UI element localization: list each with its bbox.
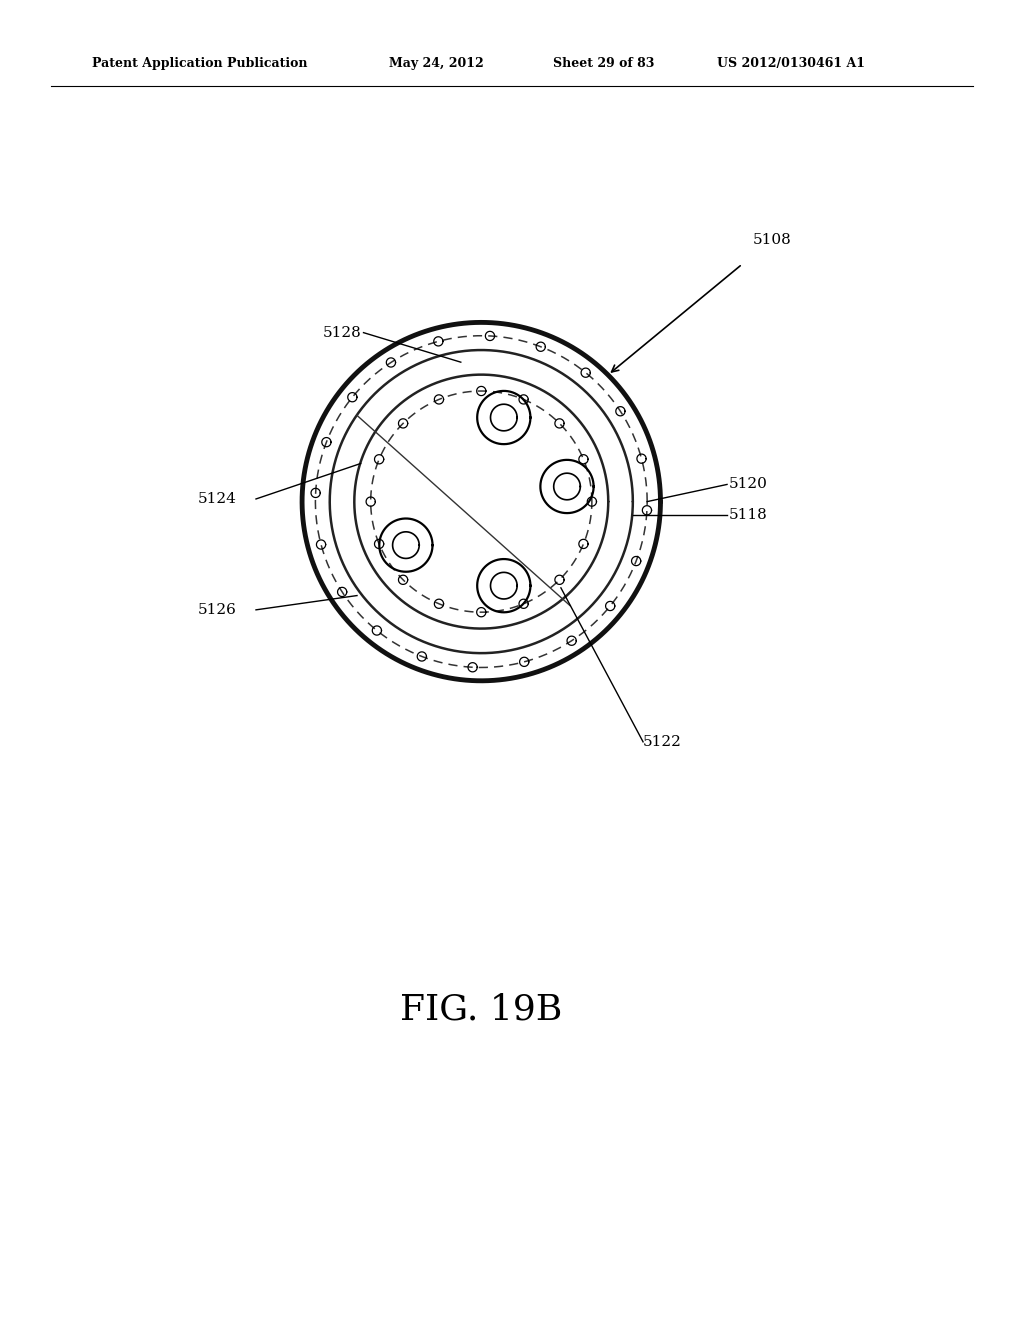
Text: 5122: 5122 — [643, 735, 682, 748]
Text: Sheet 29 of 83: Sheet 29 of 83 — [553, 57, 654, 70]
Text: 5108: 5108 — [753, 232, 792, 247]
Text: 5128: 5128 — [323, 326, 361, 339]
Text: 5118: 5118 — [729, 508, 768, 521]
Text: US 2012/0130461 A1: US 2012/0130461 A1 — [717, 57, 865, 70]
Text: 5126: 5126 — [198, 603, 237, 616]
Text: May 24, 2012: May 24, 2012 — [389, 57, 484, 70]
Text: Patent Application Publication: Patent Application Publication — [92, 57, 307, 70]
Text: 5120: 5120 — [729, 478, 768, 491]
Text: 5124: 5124 — [198, 492, 237, 506]
Text: FIG. 19B: FIG. 19B — [400, 993, 562, 1027]
